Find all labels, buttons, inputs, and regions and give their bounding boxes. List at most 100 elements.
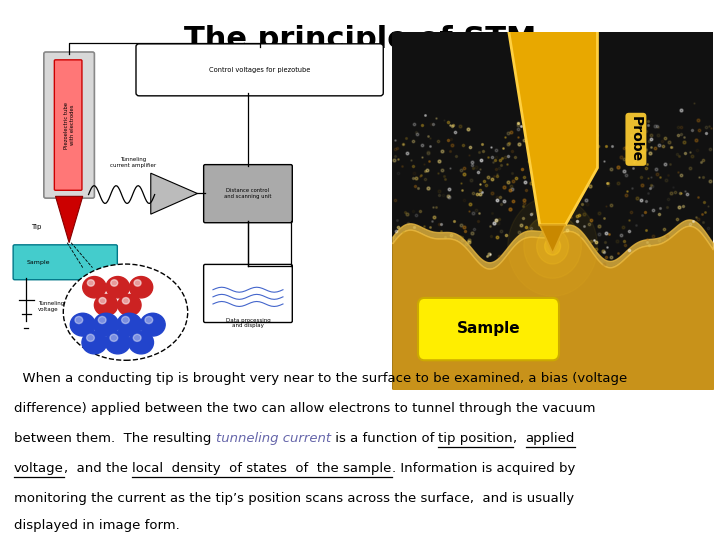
Point (625, 131, 636, 139)
Text: local  density  of states  of  the sample: local density of states of the sample (132, 462, 392, 475)
Point (444, 121, 456, 130)
Point (593, 230, 604, 239)
Point (467, 229, 478, 238)
Point (657, 137, 668, 145)
Point (645, 143, 657, 151)
Point (547, 116, 559, 125)
Point (657, 142, 669, 151)
Point (422, 183, 433, 192)
Point (450, 152, 462, 160)
Point (518, 195, 529, 204)
Point (431, 203, 442, 212)
Point (539, 129, 551, 138)
Point (661, 232, 672, 240)
Point (430, 114, 441, 123)
Point (513, 118, 524, 127)
Point (701, 129, 712, 137)
Point (566, 191, 577, 200)
Point (693, 126, 705, 134)
Point (647, 232, 659, 241)
Point (439, 174, 451, 183)
Point (538, 195, 549, 204)
Point (456, 186, 468, 194)
Point (556, 213, 567, 221)
Point (474, 148, 485, 157)
Point (485, 231, 497, 240)
Point (518, 214, 529, 222)
Point (698, 198, 710, 206)
Point (495, 200, 507, 208)
Point (413, 184, 424, 193)
Circle shape (99, 298, 106, 304)
Point (588, 141, 599, 150)
Point (399, 208, 410, 217)
Text: between them.  The resulting: between them. The resulting (14, 432, 215, 445)
Point (660, 160, 671, 168)
Point (598, 214, 610, 222)
Point (504, 205, 516, 213)
Point (526, 179, 537, 187)
Point (502, 152, 513, 160)
Point (540, 110, 552, 118)
Point (502, 129, 513, 137)
Point (675, 170, 687, 179)
Point (467, 160, 478, 169)
Point (477, 140, 488, 149)
Point (408, 169, 420, 178)
Point (423, 148, 434, 157)
Point (672, 168, 683, 177)
Point (528, 143, 539, 151)
Point (467, 188, 479, 197)
Point (498, 183, 510, 191)
Point (671, 215, 683, 224)
Point (625, 208, 636, 217)
Point (644, 184, 656, 192)
Point (508, 197, 519, 205)
Point (565, 212, 577, 221)
Point (618, 237, 630, 246)
Ellipse shape (63, 264, 188, 360)
Point (590, 245, 602, 253)
Point (693, 116, 704, 124)
Point (510, 153, 521, 161)
Point (626, 143, 638, 151)
Point (427, 120, 438, 129)
Point (459, 170, 470, 179)
Point (456, 235, 468, 244)
Point (575, 232, 586, 240)
Point (480, 181, 492, 190)
Text: Tunneling
voltage: Tunneling voltage (38, 301, 64, 312)
Circle shape (133, 334, 141, 341)
Point (473, 209, 485, 218)
Point (464, 143, 476, 152)
Point (675, 188, 687, 197)
Point (636, 195, 647, 204)
Point (645, 130, 657, 139)
Point (613, 249, 624, 258)
Text: tunneling current: tunneling current (215, 432, 330, 445)
Point (612, 163, 624, 172)
Circle shape (122, 298, 130, 304)
Point (420, 167, 431, 176)
Point (460, 239, 472, 248)
Point (623, 215, 634, 224)
Point (474, 180, 485, 189)
Point (443, 192, 454, 201)
Point (639, 208, 651, 217)
Point (389, 156, 400, 164)
Point (390, 195, 401, 204)
Point (447, 120, 459, 129)
Point (635, 172, 647, 181)
Point (504, 186, 516, 194)
Point (426, 217, 438, 226)
Point (539, 226, 550, 235)
Point (599, 238, 611, 247)
Point (436, 165, 448, 174)
Point (432, 168, 444, 177)
Point (455, 178, 467, 187)
Point (508, 177, 519, 185)
Point (673, 202, 685, 211)
Point (561, 225, 572, 234)
Point (415, 171, 426, 179)
Point (462, 236, 474, 245)
